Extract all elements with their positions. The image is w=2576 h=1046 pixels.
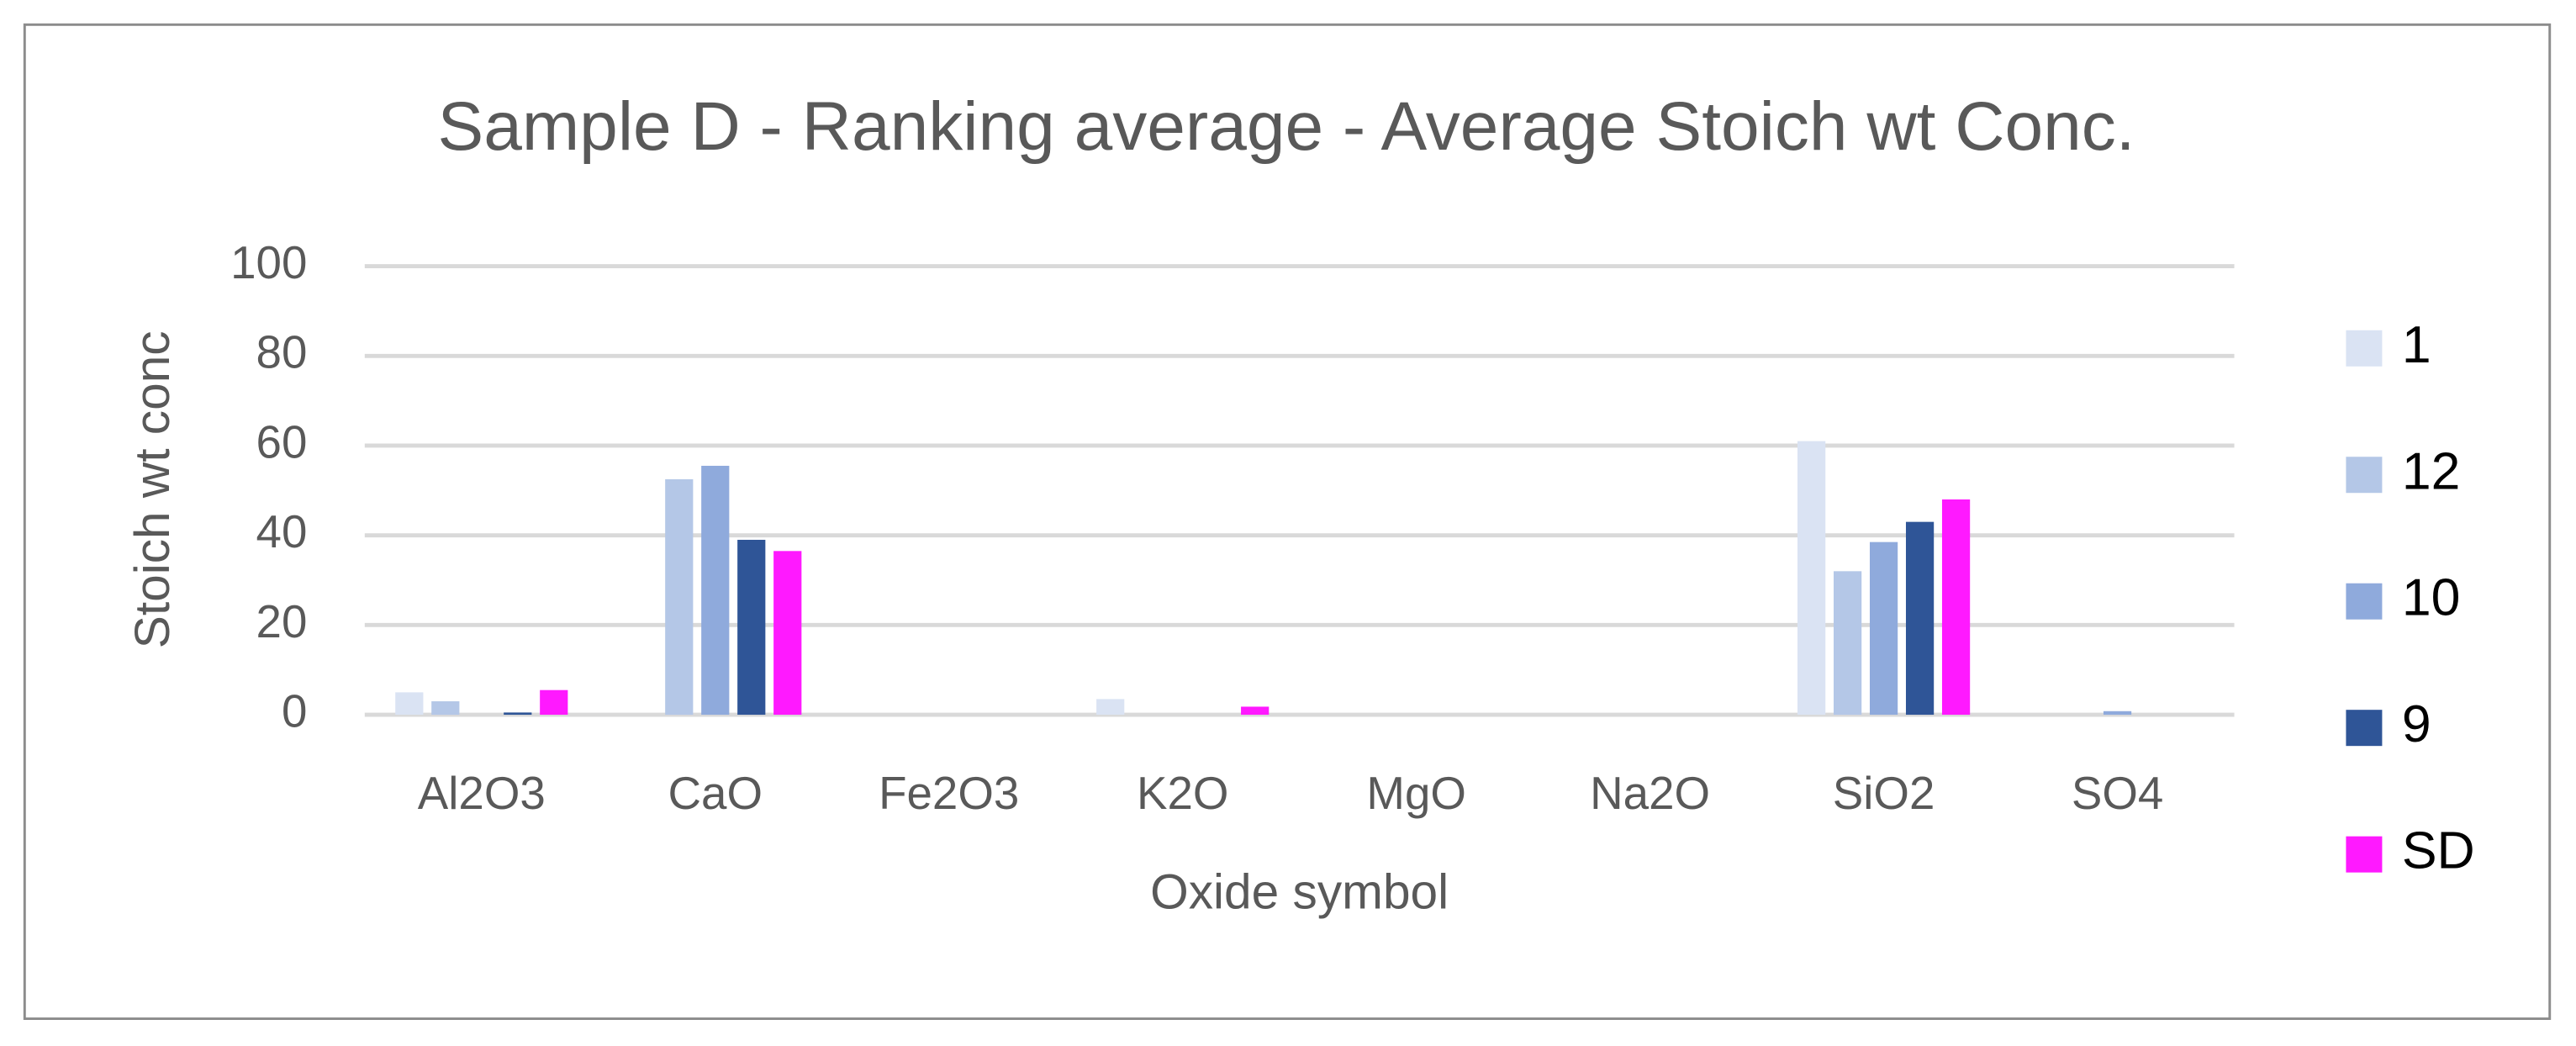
y-tick-label: 20 [256,595,308,647]
legend-swatch [2346,836,2383,873]
bar [737,539,766,716]
bar [431,701,460,716]
legend-label: 1 [2402,315,2431,374]
legend-swatch [2346,710,2383,747]
chart-title: Sample D - Ranking average - Average Sto… [437,88,2135,165]
x-tick-label: Na2O [1590,767,1710,819]
bar [1905,521,1935,716]
x-tick-label: SiO2 [1833,767,1935,819]
bar [701,465,730,716]
y-tick-label: 40 [256,505,308,557]
legend-label: 9 [2402,695,2431,753]
x-axis-label: Oxide symbol [1150,864,1449,919]
bar [1869,541,1898,716]
bar [1797,441,1826,716]
legend-label: 10 [2402,568,2461,627]
bar [540,689,568,716]
y-tick-label: 60 [256,415,308,468]
y-tick-label: 80 [256,326,308,378]
y-axis-label: Stoich wt conc [125,330,180,648]
chart-frame [23,23,2552,1021]
y-tick-label: 100 [230,236,307,288]
bar [1833,571,1862,716]
bar [2103,711,2132,716]
bar [504,712,532,716]
x-tick-label: SO4 [2072,767,2163,819]
legend-swatch [2346,457,2383,494]
bar [395,692,424,716]
bar [1941,499,1971,716]
legend-label: SD [2402,821,2475,880]
legend-swatch [2346,583,2383,620]
x-tick-label: Al2O3 [418,767,546,819]
legend-swatch [2346,330,2383,367]
x-tick-label: MgO [1366,767,1466,819]
bar [1241,706,1270,716]
x-tick-label: Fe2O3 [879,767,1019,819]
bar [1096,699,1125,716]
bar [665,478,694,716]
y-tick-label: 0 [282,684,307,737]
bar [773,551,802,716]
x-tick-label: CaO [668,767,763,819]
x-tick-label: K2O [1137,767,1228,819]
legend-label: 12 [2402,441,2461,500]
